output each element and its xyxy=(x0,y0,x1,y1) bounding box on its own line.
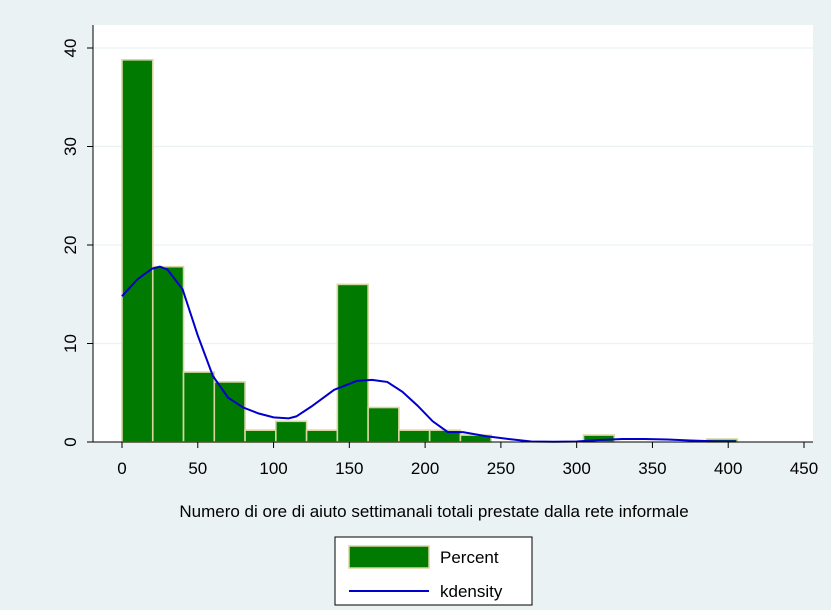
histogram-bar xyxy=(336,283,369,443)
x-tick-label: 400 xyxy=(714,459,742,478)
x-tick-label: 450 xyxy=(790,459,818,478)
y-tick-label: 10 xyxy=(61,334,80,353)
x-tick-label: 0 xyxy=(117,459,126,478)
x-tick-label: 250 xyxy=(487,459,515,478)
x-tick-label: 350 xyxy=(638,459,666,478)
x-tick-label: 200 xyxy=(411,459,439,478)
y-axis-ticks: 0 10 20 30 40 xyxy=(61,39,93,447)
axes xyxy=(92,25,813,443)
x-tick-label: 150 xyxy=(335,459,363,478)
legend-percent-swatch xyxy=(348,545,430,569)
x-axis-title: Numero di ore di aiuto settimanali total… xyxy=(179,502,688,521)
legend-kdensity-label: kdensity xyxy=(440,582,503,601)
x-tick-label: 300 xyxy=(562,459,590,478)
histogram-bar xyxy=(275,420,308,443)
grid-lines xyxy=(93,47,813,345)
x-tick-label: 100 xyxy=(259,459,287,478)
y-tick-label: 30 xyxy=(61,137,80,156)
histogram-bar xyxy=(398,429,431,443)
histogram-bar xyxy=(121,59,154,443)
legend: Percent kdensity xyxy=(334,536,533,606)
y-tick-label: 0 xyxy=(61,437,80,446)
y-tick-label: 20 xyxy=(61,236,80,255)
x-axis-ticks: 0 50 100 150 200 250 300 350 400 450 xyxy=(117,442,818,478)
x-tick-label: 50 xyxy=(188,459,207,478)
kdensity-line xyxy=(121,265,736,443)
histogram-bar xyxy=(244,429,277,443)
histogram-bar xyxy=(213,381,246,443)
legend-percent-label: Percent xyxy=(440,548,499,567)
histogram-bar xyxy=(367,406,400,443)
histogram-bar xyxy=(182,371,216,443)
histogram-bar xyxy=(151,265,185,443)
histogram-bar xyxy=(305,429,339,443)
y-tick-label: 40 xyxy=(61,39,80,58)
